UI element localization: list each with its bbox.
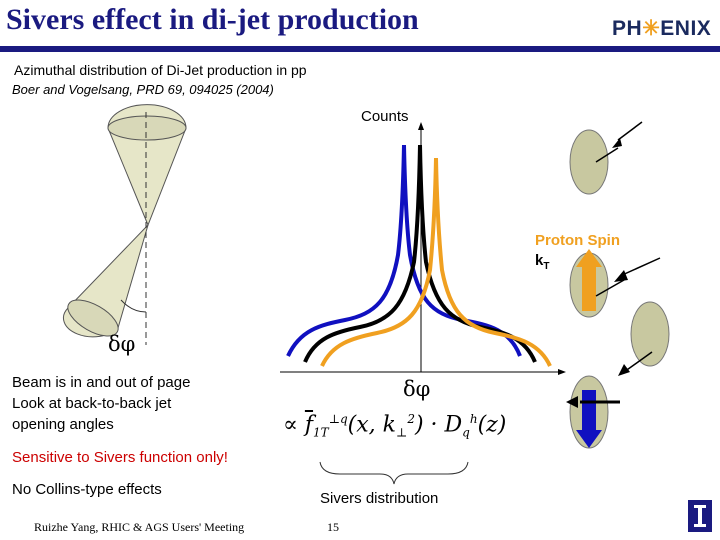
page-number: 15 xyxy=(327,520,339,534)
sivers-formula: ∝ f1T⊥q(x, k⊥2) · Dqh(z) xyxy=(283,412,507,440)
x-axis-arrow xyxy=(558,369,566,375)
kt-label: kT xyxy=(535,252,549,272)
beam-description: Beam is in and out of page Look at back-… xyxy=(12,372,190,435)
logo-star-icon: ✳ xyxy=(642,17,661,40)
counts-axis-label: Counts xyxy=(361,108,409,125)
kt-arrowhead-2 xyxy=(614,270,628,282)
proton-ellipse-1 xyxy=(569,129,609,195)
sivers-distribution-label: Sivers distribution xyxy=(320,490,439,507)
no-collins-statement: No Collins-type effects xyxy=(12,481,162,498)
university-logo-icon xyxy=(688,500,712,532)
upper-cone-cap xyxy=(107,115,187,141)
proton-spin-arrowhead-orange xyxy=(576,249,602,267)
cone-angle-label: δφ xyxy=(108,332,136,356)
beam-line-3: opening angles xyxy=(12,416,114,433)
kt-arrow-2a xyxy=(619,257,661,277)
kt-arrowhead-3 xyxy=(566,396,578,408)
y-axis-arrow xyxy=(418,122,424,130)
kt-arrowhead-1 xyxy=(612,138,622,148)
dphi-axis-label: δφ xyxy=(403,377,431,401)
proton-spin-arrow-blue xyxy=(582,390,596,430)
proton-spin-arrow-orange xyxy=(582,267,596,311)
citation: Boer and Vogelsang, PRD 69, 094025 (2004… xyxy=(12,82,274,97)
beam-line-1: Beam is in and out of page xyxy=(12,374,191,391)
phenix-logo: PH✳ENIX xyxy=(612,17,712,40)
kt-arrow-4 xyxy=(623,351,653,373)
angle-arc xyxy=(120,299,147,313)
proton-ellipse-3 xyxy=(630,301,670,367)
kt-main: k xyxy=(535,252,544,269)
title-rule xyxy=(0,46,720,52)
footer-meeting: Ruizhe Yang, RHIC & AGS Users' Meeting xyxy=(34,520,245,534)
kt-arrowhead-4 xyxy=(618,364,630,376)
beam-line-2: Look at back-to-back jet xyxy=(12,395,172,412)
curve-orange xyxy=(320,157,552,367)
formula-f: f xyxy=(304,412,314,438)
title-bar xyxy=(0,0,720,46)
kt-arrow-1b xyxy=(595,147,619,163)
slide-title: Sivers effect in di-jet production xyxy=(6,3,419,36)
kt-arrow-2b xyxy=(595,279,625,297)
subtitle: Azimuthal distribution of Di-Jet product… xyxy=(14,62,307,78)
sensitive-statement: Sensitive to Sivers function only! xyxy=(12,449,228,466)
kt-arrow-1a xyxy=(617,121,643,141)
sivers-brace xyxy=(319,461,469,485)
proton-spin-label: Proton Spin xyxy=(535,232,620,249)
kt-subscript: T xyxy=(543,261,550,272)
lower-cone-cap xyxy=(67,299,119,337)
proton-spin-arrowhead-blue xyxy=(576,430,602,448)
